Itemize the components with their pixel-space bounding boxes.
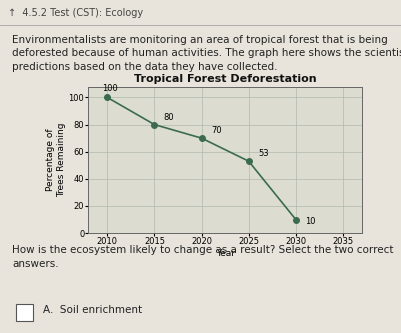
Text: Environmentalists are monitoring an area of tropical forest that is being
defore: Environmentalists are monitoring an area… [12,35,401,72]
Y-axis label: Percentage of
Trees Remaining: Percentage of Trees Remaining [46,123,66,197]
Text: ↑  4.5.2 Test (CST): Ecology: ↑ 4.5.2 Test (CST): Ecology [8,8,143,18]
Text: How is the ecosystem likely to change as a result? Select the two correct
answer: How is the ecosystem likely to change as… [12,245,393,269]
FancyBboxPatch shape [16,304,33,320]
Text: 100: 100 [102,84,118,93]
Text: A.  Soil enrichment: A. Soil enrichment [43,304,142,315]
Text: 70: 70 [211,127,221,136]
Title: Tropical Forest Deforestation: Tropical Forest Deforestation [134,74,316,84]
Text: 10: 10 [304,217,315,226]
X-axis label: Year: Year [215,249,234,258]
Text: 80: 80 [164,113,174,122]
Text: 53: 53 [257,150,268,159]
